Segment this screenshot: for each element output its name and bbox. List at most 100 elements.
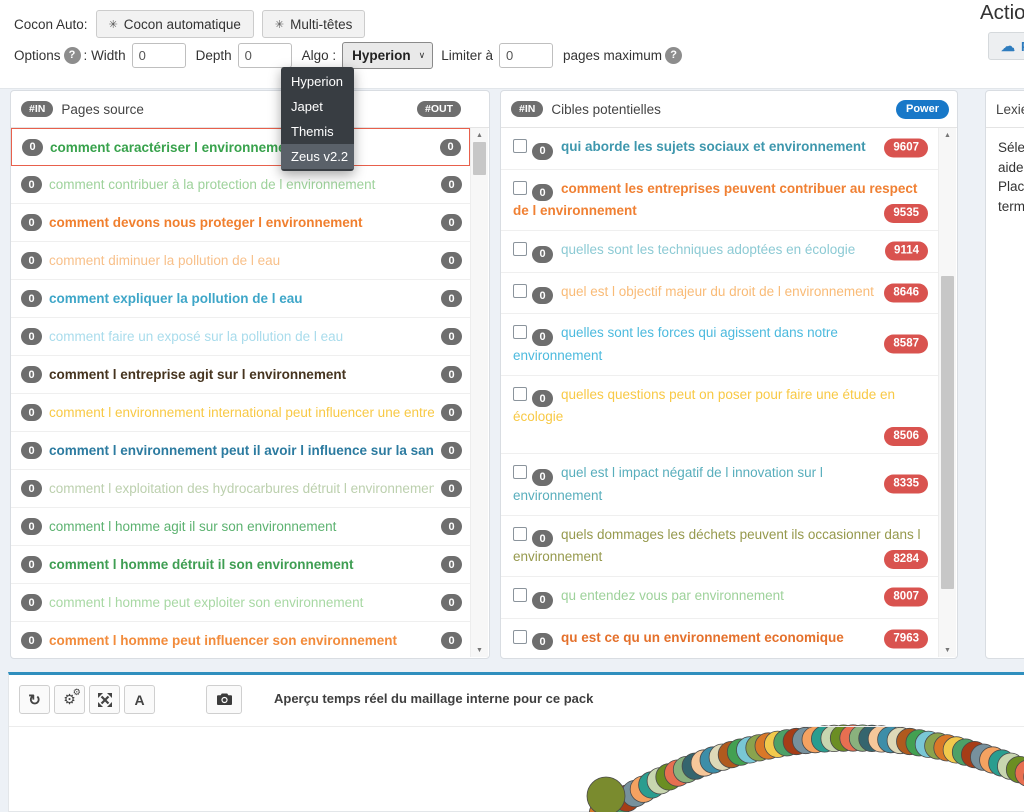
limit-input[interactable]: [499, 43, 553, 68]
checkbox[interactable]: [513, 181, 527, 195]
multi-tetes-button[interactable]: ✳ Multi-têtes: [262, 10, 366, 38]
in-count-badge: 0: [21, 404, 42, 421]
out-count-badge: 0: [441, 442, 462, 459]
cocon-automatique-button[interactable]: ✳ Cocon automatique: [96, 10, 254, 38]
refresh-icon: ↻: [28, 691, 41, 709]
scrollbar-thumb[interactable]: [473, 142, 486, 175]
algo-option-japet[interactable]: Japet: [281, 94, 354, 119]
out-count-badge: 0: [441, 214, 462, 231]
checkbox[interactable]: [513, 630, 527, 644]
cocon-auto-row: Cocon Auto: ✳ Cocon automatique ✳ Multi-…: [14, 10, 365, 38]
in-count-badge: 0: [21, 290, 42, 307]
algo-option-zeus-v2-2[interactable]: Zeus v2.2: [281, 144, 354, 169]
expand-button[interactable]: [89, 685, 120, 714]
out-badge: #OUT: [417, 101, 461, 118]
source-page-label: comment l exploitation des hydrocarbures…: [49, 481, 434, 496]
in-count-badge: 0: [21, 252, 42, 269]
in-badge: #IN: [511, 101, 543, 118]
multi-tetes-label: Multi-têtes: [290, 17, 352, 32]
in-count-badge: 0: [21, 556, 42, 573]
out-count-badge: 0: [441, 366, 462, 383]
power-badge[interactable]: Power: [896, 100, 949, 119]
checkbox[interactable]: [513, 527, 527, 541]
help-icon[interactable]: ?: [665, 47, 682, 64]
target-page-label: quel est l impact négatif de l innovatio…: [513, 465, 823, 503]
scroll-up-icon[interactable]: ▲: [471, 128, 488, 142]
pages-source-scrollbar[interactable]: ▲ ▼: [470, 128, 488, 657]
font-button[interactable]: A: [124, 685, 155, 714]
target-page-row[interactable]: 0 qu est ce qu un environnement economiqu…: [501, 619, 938, 659]
algo-selected-value: Hyperion: [352, 48, 411, 63]
help-icon[interactable]: ?: [64, 47, 81, 64]
width-input[interactable]: [132, 43, 186, 68]
source-page-row[interactable]: 0 comment devons nous proteger l environn…: [11, 204, 470, 242]
lexies-text-line: Sélec: [998, 138, 1024, 158]
target-page-label: comment les entreprises peuvent contribu…: [513, 181, 917, 219]
maillage-preview-card: ↻ ⚙ A Aperçu temps réel du maillage inte…: [8, 672, 1024, 812]
out-count-badge: 0: [441, 252, 462, 269]
algo-select[interactable]: Hyperion ∨: [342, 42, 433, 69]
target-page-label: quelles questions peut on poser pour fai…: [513, 387, 895, 425]
checkbox[interactable]: [513, 465, 527, 479]
algo-option-themis[interactable]: Themis: [281, 119, 354, 144]
upload-pack-button[interactable]: ☁ Pa: [988, 32, 1024, 60]
source-page-label: comment l homme peut exploiter son envir…: [49, 595, 434, 610]
count-badge: 0: [532, 633, 553, 650]
checkbox[interactable]: [513, 139, 527, 153]
in-count-badge: 0: [21, 442, 42, 459]
checkbox[interactable]: [513, 242, 527, 256]
lexies-text-line: Place: [998, 177, 1024, 197]
graph-node-large[interactable]: [587, 777, 625, 812]
cocon-automatique-label: Cocon automatique: [124, 17, 241, 32]
checkbox[interactable]: [513, 387, 527, 401]
refresh-button[interactable]: ↻: [19, 685, 50, 714]
scrollbar-thumb[interactable]: [941, 276, 954, 589]
source-page-label: comment faire un exposé sur la pollution…: [49, 329, 434, 344]
source-page-label: comment devons nous proteger l environne…: [49, 215, 434, 230]
screenshot-button[interactable]: [206, 685, 242, 714]
power-score-badge: 9114: [885, 242, 928, 261]
settings-button[interactable]: ⚙: [54, 685, 85, 714]
source-page-label: comment caractériser l environnement d u…: [50, 140, 433, 155]
depth-input[interactable]: [238, 43, 292, 68]
lexies-title: Lexies: [996, 102, 1024, 117]
checkbox[interactable]: [513, 325, 527, 339]
out-count-badge: 0: [441, 176, 462, 193]
depth-label: Depth: [196, 48, 232, 63]
algo-option-hyperion[interactable]: Hyperion: [281, 69, 354, 94]
scroll-up-icon[interactable]: ▲: [939, 128, 956, 142]
scroll-down-icon[interactable]: ▼: [939, 643, 956, 657]
checkbox[interactable]: [513, 284, 527, 298]
target-page-label: qu est ce qu un environnement economique: [561, 630, 844, 645]
scroll-down-icon[interactable]: ▼: [471, 643, 488, 657]
checkbox[interactable]: [513, 588, 527, 602]
expand-arrows-icon: [98, 693, 112, 707]
power-score-badge: 8506: [884, 427, 928, 446]
cibles-scrollbar[interactable]: ▲ ▼: [938, 128, 956, 657]
out-count-badge: 0: [441, 518, 462, 535]
cibles-title: Cibles potentielles: [551, 102, 661, 117]
